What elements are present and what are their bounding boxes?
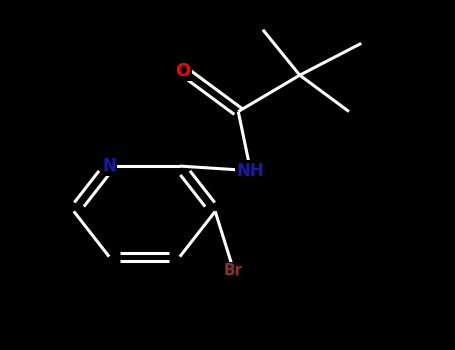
- Text: N: N: [102, 157, 116, 175]
- Text: NH: NH: [237, 162, 264, 180]
- Text: O: O: [175, 62, 191, 80]
- Text: Br: Br: [224, 263, 243, 278]
